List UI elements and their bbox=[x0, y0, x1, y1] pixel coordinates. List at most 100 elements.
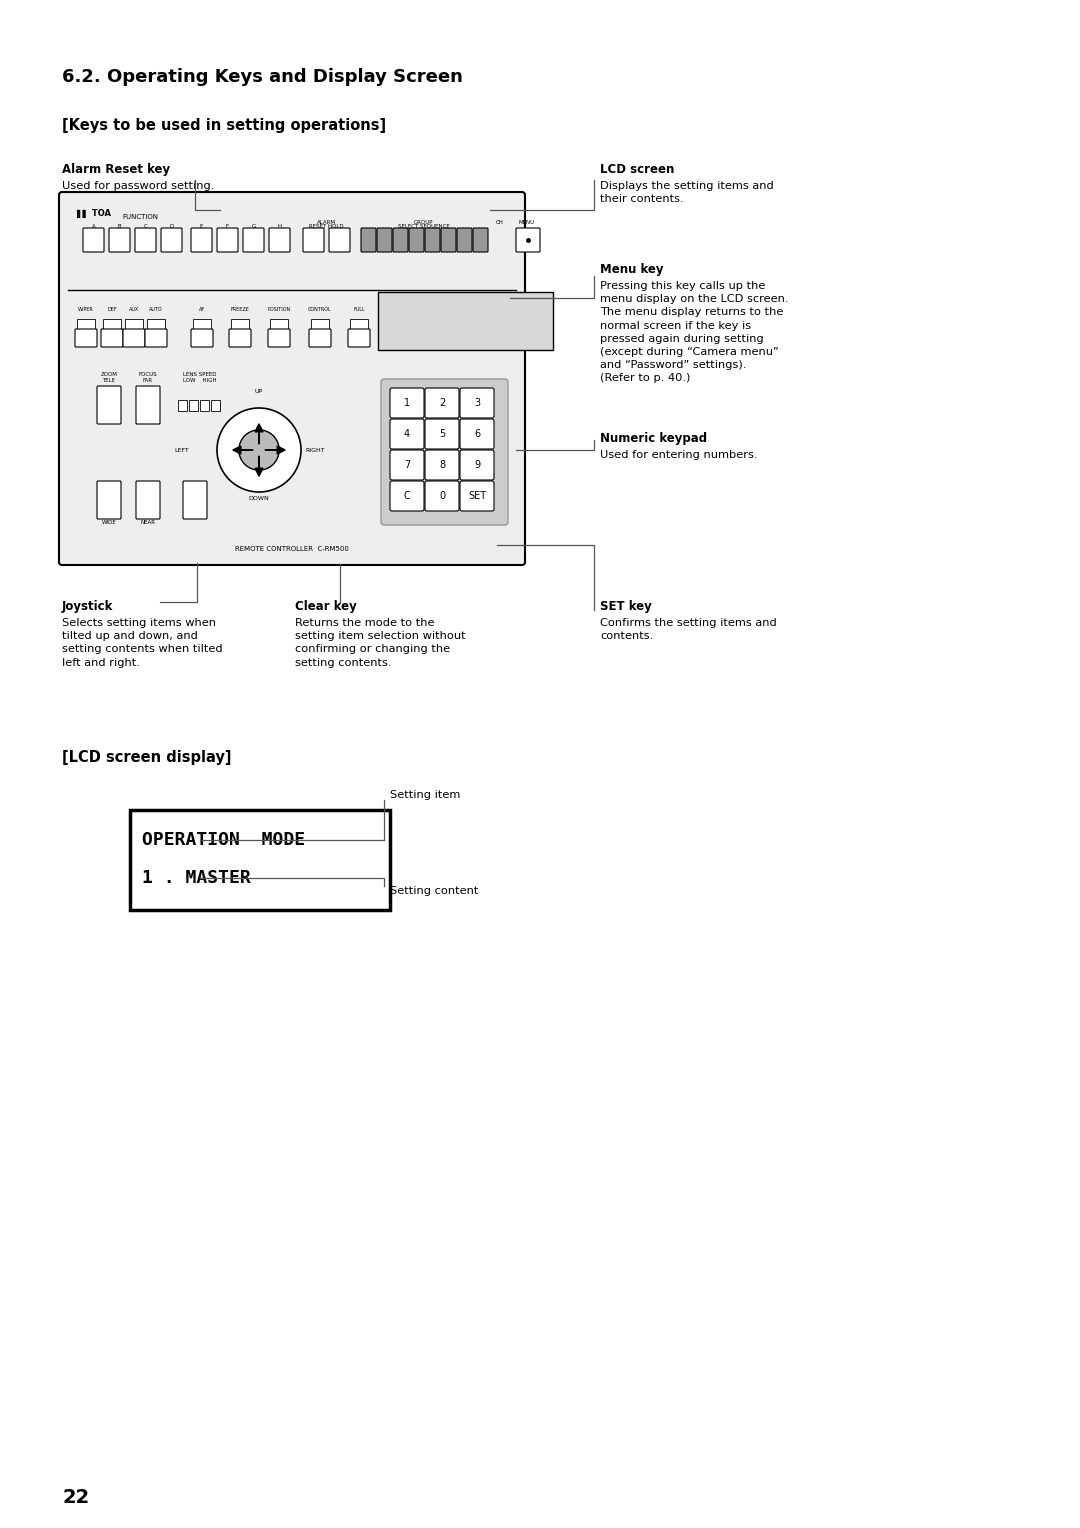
FancyBboxPatch shape bbox=[426, 481, 459, 510]
Text: 6.2. Operating Keys and Display Screen: 6.2. Operating Keys and Display Screen bbox=[62, 69, 463, 86]
FancyBboxPatch shape bbox=[231, 319, 249, 329]
FancyBboxPatch shape bbox=[191, 228, 212, 252]
Text: 5: 5 bbox=[438, 429, 445, 439]
Text: ZOOM
TELE: ZOOM TELE bbox=[100, 373, 118, 384]
Text: 3: 3 bbox=[474, 397, 481, 408]
Text: FUNCTION: FUNCTION bbox=[122, 214, 158, 220]
Text: Returns the mode to the
setting item selection without
confirming or changing th: Returns the mode to the setting item sel… bbox=[295, 617, 465, 668]
Text: B: B bbox=[118, 225, 121, 229]
Text: LCD screen: LCD screen bbox=[600, 163, 674, 176]
Text: REMOTE CONTROLLER  C-RM500: REMOTE CONTROLLER C-RM500 bbox=[235, 545, 349, 552]
FancyBboxPatch shape bbox=[123, 329, 145, 347]
FancyBboxPatch shape bbox=[348, 329, 370, 347]
Text: RESET HOLD: RESET HOLD bbox=[309, 225, 343, 229]
FancyBboxPatch shape bbox=[161, 228, 183, 252]
Text: AUX: AUX bbox=[129, 307, 139, 312]
Circle shape bbox=[239, 429, 279, 471]
Text: ▌▌ TOA: ▌▌ TOA bbox=[76, 209, 111, 219]
FancyBboxPatch shape bbox=[125, 319, 143, 329]
Text: D: D bbox=[170, 225, 174, 229]
Text: A: A bbox=[92, 225, 95, 229]
FancyBboxPatch shape bbox=[229, 329, 251, 347]
FancyBboxPatch shape bbox=[473, 228, 488, 252]
Text: [Keys to be used in setting operations]: [Keys to be used in setting operations] bbox=[62, 118, 387, 133]
FancyBboxPatch shape bbox=[426, 388, 459, 419]
Text: Confirms the setting items and
contents.: Confirms the setting items and contents. bbox=[600, 617, 777, 642]
FancyBboxPatch shape bbox=[109, 228, 130, 252]
Text: C: C bbox=[144, 225, 147, 229]
Text: 8: 8 bbox=[438, 460, 445, 471]
Text: UP: UP bbox=[255, 390, 264, 394]
Text: OPERATION  MODE: OPERATION MODE bbox=[141, 831, 306, 850]
FancyBboxPatch shape bbox=[303, 228, 324, 252]
FancyBboxPatch shape bbox=[361, 228, 376, 252]
Text: CH: CH bbox=[496, 220, 504, 225]
Text: SET key: SET key bbox=[600, 601, 651, 613]
Text: WIDE: WIDE bbox=[102, 520, 117, 526]
Text: Clear key: Clear key bbox=[295, 601, 356, 613]
FancyBboxPatch shape bbox=[390, 481, 424, 510]
FancyBboxPatch shape bbox=[460, 419, 494, 449]
FancyBboxPatch shape bbox=[59, 193, 525, 565]
Text: MENU: MENU bbox=[518, 220, 535, 225]
FancyBboxPatch shape bbox=[217, 228, 238, 252]
FancyBboxPatch shape bbox=[393, 228, 408, 252]
FancyBboxPatch shape bbox=[147, 319, 165, 329]
Text: Pressing this key calls up the
menu display on the LCD screen.
The menu display : Pressing this key calls up the menu disp… bbox=[600, 281, 788, 384]
FancyBboxPatch shape bbox=[377, 228, 392, 252]
FancyBboxPatch shape bbox=[409, 228, 424, 252]
Text: WIPER: WIPER bbox=[78, 307, 94, 312]
FancyBboxPatch shape bbox=[243, 228, 264, 252]
Text: FOCUS
FAR: FOCUS FAR bbox=[138, 373, 158, 384]
Text: 9: 9 bbox=[474, 460, 481, 471]
FancyBboxPatch shape bbox=[130, 810, 390, 911]
FancyBboxPatch shape bbox=[97, 387, 121, 423]
FancyBboxPatch shape bbox=[145, 329, 167, 347]
Text: [LCD screen display]: [LCD screen display] bbox=[62, 750, 231, 766]
FancyBboxPatch shape bbox=[441, 228, 456, 252]
Text: DOWN: DOWN bbox=[248, 497, 269, 501]
Text: Setting content: Setting content bbox=[390, 886, 478, 895]
FancyBboxPatch shape bbox=[75, 329, 97, 347]
Text: Used for password setting.: Used for password setting. bbox=[62, 180, 214, 191]
Text: POSITION: POSITION bbox=[268, 307, 291, 312]
Text: AUTO: AUTO bbox=[149, 307, 163, 312]
Text: G: G bbox=[252, 225, 256, 229]
Text: Numeric keypad: Numeric keypad bbox=[600, 432, 707, 445]
FancyBboxPatch shape bbox=[189, 400, 198, 411]
Text: Joystick: Joystick bbox=[62, 601, 113, 613]
FancyBboxPatch shape bbox=[378, 292, 553, 350]
FancyBboxPatch shape bbox=[426, 419, 459, 449]
FancyArrow shape bbox=[233, 446, 253, 454]
FancyBboxPatch shape bbox=[97, 481, 121, 520]
Text: FULL: FULL bbox=[353, 307, 365, 312]
Text: 2: 2 bbox=[438, 397, 445, 408]
Text: Menu key: Menu key bbox=[600, 263, 663, 277]
Text: 1 . MASTER: 1 . MASTER bbox=[141, 869, 251, 886]
Text: Displays the setting items and
their contents.: Displays the setting items and their con… bbox=[600, 180, 773, 205]
Text: NEAR: NEAR bbox=[140, 520, 156, 526]
FancyBboxPatch shape bbox=[390, 451, 424, 480]
FancyBboxPatch shape bbox=[103, 319, 121, 329]
Text: AF: AF bbox=[199, 307, 205, 312]
FancyBboxPatch shape bbox=[516, 228, 540, 252]
Text: Alarm Reset key: Alarm Reset key bbox=[62, 163, 171, 176]
FancyBboxPatch shape bbox=[426, 228, 440, 252]
FancyBboxPatch shape bbox=[83, 228, 104, 252]
FancyBboxPatch shape bbox=[268, 329, 291, 347]
FancyArrow shape bbox=[255, 423, 264, 445]
Text: 6: 6 bbox=[474, 429, 481, 439]
FancyBboxPatch shape bbox=[329, 228, 350, 252]
Text: F: F bbox=[226, 225, 229, 229]
FancyBboxPatch shape bbox=[269, 228, 291, 252]
FancyBboxPatch shape bbox=[178, 400, 187, 411]
Text: ALARM: ALARM bbox=[316, 220, 336, 225]
Text: 1: 1 bbox=[404, 397, 410, 408]
Text: DEF: DEF bbox=[107, 307, 117, 312]
Text: CONTROL: CONTROL bbox=[308, 307, 332, 312]
Text: GROUP: GROUP bbox=[415, 220, 434, 225]
FancyArrow shape bbox=[255, 455, 264, 477]
FancyBboxPatch shape bbox=[309, 329, 330, 347]
FancyBboxPatch shape bbox=[460, 451, 494, 480]
Text: 0: 0 bbox=[438, 490, 445, 501]
